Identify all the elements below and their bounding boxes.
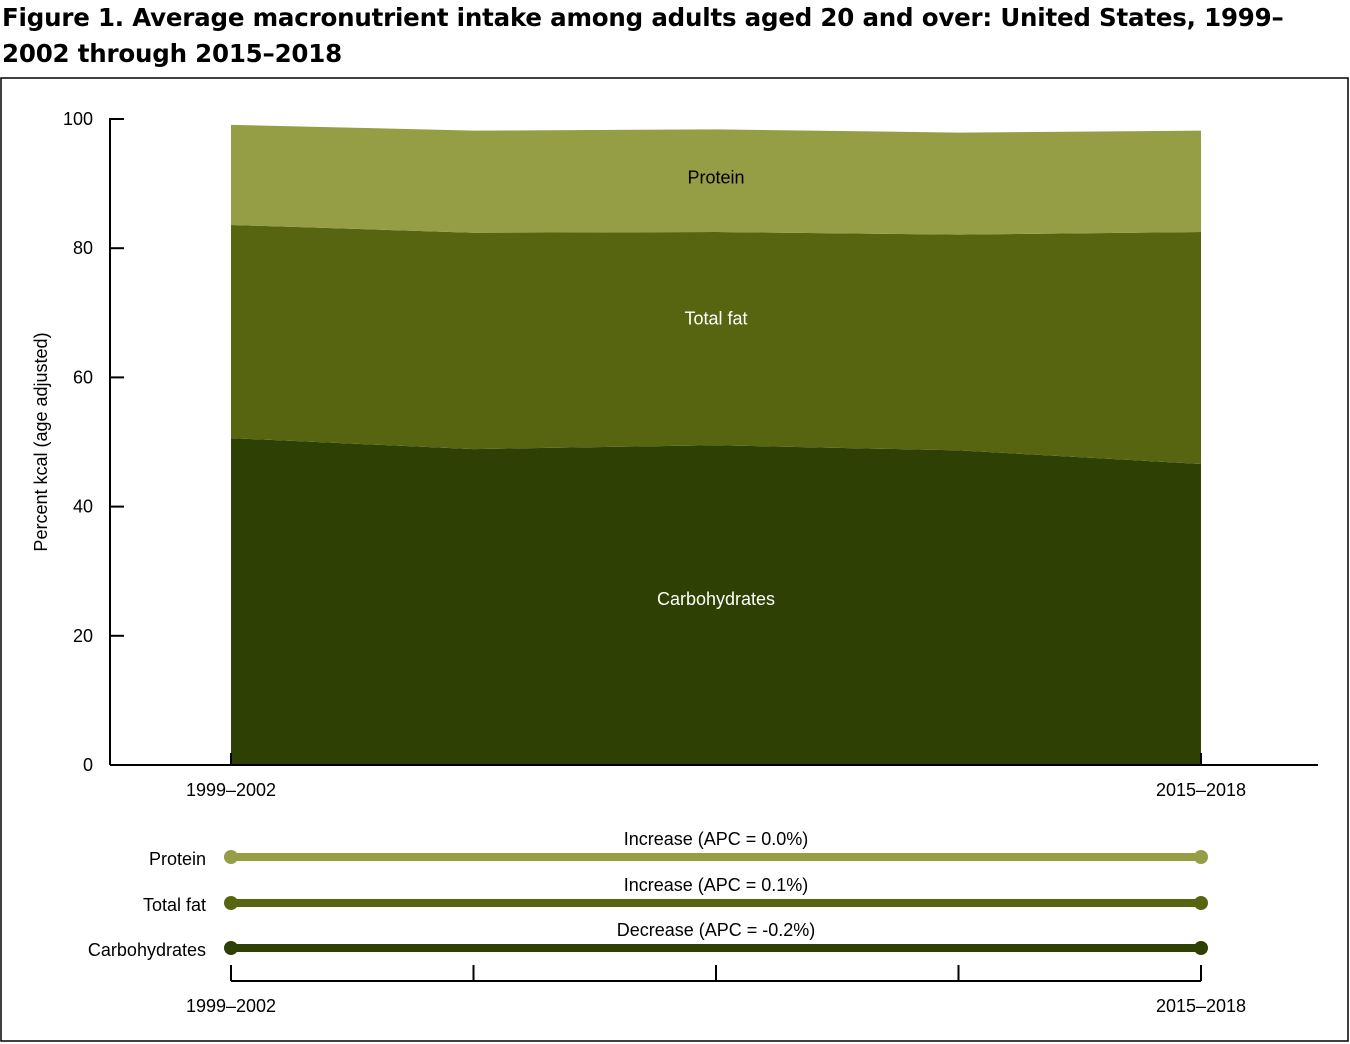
area-protein bbox=[231, 124, 1201, 235]
y-tick-label-0: 0 bbox=[83, 755, 93, 775]
y-tick-label-40: 40 bbox=[73, 497, 93, 517]
area-carbohydrates bbox=[231, 438, 1201, 765]
y-axis-label: Percent kcal (age adjusted) bbox=[31, 332, 51, 551]
trend-series-label-carbohydrates: Carbohydrates bbox=[88, 940, 206, 960]
x-tick-label-0: 1999–2002 bbox=[186, 780, 276, 800]
trend-x-tick-label-1: 2015–2018 bbox=[1156, 996, 1246, 1016]
trend-annotation-total-fat: Increase (APC = 0.1%) bbox=[624, 875, 809, 895]
y-tick-label-20: 20 bbox=[73, 626, 93, 646]
y-tick-label-80: 80 bbox=[73, 238, 93, 258]
trend-panel: Protein Increase (APC = 0.0%) Total fat Inc… bbox=[88, 829, 1246, 1016]
area-label-protein: Protein bbox=[687, 167, 744, 187]
trend-end-dot-total-fat bbox=[1194, 896, 1208, 910]
trend-start-dot-carbohydrates bbox=[224, 941, 238, 955]
figure-frame bbox=[0, 77, 1349, 1042]
area-label-total-fat: Total fat bbox=[684, 309, 747, 329]
area-chart-axes: 0 20 40 60 80 100 1999–2002 2015–2018 Percent kc… bbox=[31, 109, 1318, 800]
figure-title: Figure 1. Average macronutrient intake a… bbox=[2, 3, 1284, 68]
area-labels: Carbohydrates Total fat Protein bbox=[657, 167, 775, 609]
trend-end-dot-carbohydrates bbox=[1194, 941, 1208, 955]
trend-start-dot-protein bbox=[224, 850, 238, 864]
trend-annotation-carbohydrates: Decrease (APC = -0.2%) bbox=[617, 920, 816, 940]
trend-start-dot-total-fat bbox=[224, 896, 238, 910]
stacked-area-chart bbox=[231, 124, 1201, 765]
area-label-carbohydrates: Carbohydrates bbox=[657, 589, 775, 609]
x-tick-label-1: 2015–2018 bbox=[1156, 780, 1246, 800]
trend-series-label-total-fat: Total fat bbox=[143, 895, 206, 915]
trend-x-tick-label-0: 1999–2002 bbox=[186, 996, 276, 1016]
y-tick-label-100: 100 bbox=[63, 109, 93, 129]
area-total-fat bbox=[231, 224, 1201, 464]
trend-series-label-protein: Protein bbox=[149, 849, 206, 869]
y-tick-label-60: 60 bbox=[73, 367, 93, 387]
trend-end-dot-protein bbox=[1194, 850, 1208, 864]
trend-annotation-protein: Increase (APC = 0.0%) bbox=[624, 829, 809, 849]
